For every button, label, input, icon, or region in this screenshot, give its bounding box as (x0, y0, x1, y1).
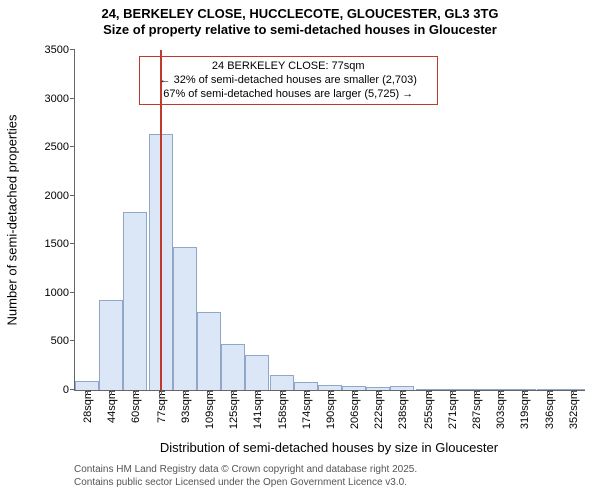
x-tick-label: 141sqm (250, 390, 264, 429)
bar (245, 355, 269, 390)
annotation-line3: 67% of semi-detached houses are larger (… (146, 88, 431, 102)
y-tick-label: 3500 (45, 44, 75, 56)
bar (197, 312, 221, 390)
y-tick-label: 1500 (45, 238, 75, 250)
x-tick-mark (378, 390, 379, 395)
x-tick-mark (111, 390, 112, 395)
chart-container: 24, BERKELEY CLOSE, HUCCLECOTE, GLOUCEST… (0, 0, 600, 500)
x-tick-mark (476, 390, 477, 395)
y-tick-mark (70, 98, 75, 99)
x-tick-mark (257, 390, 258, 395)
bar (221, 344, 245, 390)
chart-title-line1: 24, BERKELEY CLOSE, HUCCLECOTE, GLOUCEST… (0, 0, 600, 22)
x-tick-label: 287sqm (469, 390, 483, 429)
x-tick-mark (306, 390, 307, 395)
y-tick-mark (70, 49, 75, 50)
chart-title-line2: Size of property relative to semi-detach… (0, 22, 600, 38)
y-tick-label: 1000 (45, 287, 75, 299)
bar (99, 300, 123, 390)
x-tick-label: 206sqm (347, 390, 361, 429)
x-tick-mark (452, 390, 453, 395)
x-tick-label: 255sqm (421, 390, 435, 429)
y-tick-label: 0 (63, 384, 75, 396)
x-tick-mark (282, 390, 283, 395)
y-tick-mark (70, 243, 75, 244)
x-tick-label: 125sqm (226, 390, 240, 429)
y-tick-mark (70, 146, 75, 147)
x-tick-label: 190sqm (323, 390, 337, 429)
bar (123, 212, 147, 390)
bar (294, 382, 318, 390)
x-tick-label: 303sqm (493, 390, 507, 429)
y-tick-mark (70, 292, 75, 293)
x-tick-label: 109sqm (202, 390, 216, 429)
x-tick-mark (573, 390, 574, 395)
x-axis-label: Distribution of semi-detached houses by … (74, 440, 584, 455)
footer-line1: Contains HM Land Registry data © Crown c… (74, 464, 417, 477)
x-tick-label: 352sqm (566, 390, 580, 429)
annotation-box: 24 BERKELEY CLOSE: 77sqm ← 32% of semi-d… (139, 56, 438, 105)
y-tick-label: 500 (51, 335, 75, 347)
x-tick-mark (428, 390, 429, 395)
x-tick-mark (233, 390, 234, 395)
x-tick-label: 238sqm (395, 390, 409, 429)
x-tick-mark (87, 390, 88, 395)
x-tick-mark (135, 390, 136, 395)
x-tick-label: 336sqm (542, 390, 556, 429)
x-tick-mark (549, 390, 550, 395)
x-tick-mark (402, 390, 403, 395)
y-tick-mark (70, 340, 75, 341)
x-tick-mark (354, 390, 355, 395)
y-tick-label: 3000 (45, 93, 75, 105)
x-tick-label: 222sqm (371, 390, 385, 429)
x-tick-mark (161, 390, 162, 395)
bar (75, 381, 99, 390)
annotation-line1: 24 BERKELEY CLOSE: 77sqm (146, 60, 431, 74)
x-tick-label: 319sqm (517, 390, 531, 429)
x-tick-mark (209, 390, 210, 395)
y-tick-label: 2000 (45, 190, 75, 202)
x-tick-mark (330, 390, 331, 395)
plot-area: 24 BERKELEY CLOSE: 77sqm ← 32% of semi-d… (74, 50, 585, 391)
x-tick-label: 158sqm (275, 390, 289, 429)
bar (173, 247, 197, 390)
footer-line2: Contains public sector Licensed under th… (74, 477, 417, 490)
x-tick-label: 271sqm (445, 390, 459, 429)
x-tick-label: 174sqm (299, 390, 313, 429)
x-tick-mark (185, 390, 186, 395)
x-tick-mark (500, 390, 501, 395)
bar (270, 375, 294, 390)
y-tick-label: 2500 (45, 141, 75, 153)
y-tick-mark (70, 389, 75, 390)
y-axis-label: Number of semi-detached properties (5, 100, 20, 340)
x-tick-mark (524, 390, 525, 395)
annotation-line2: ← 32% of semi-detached houses are smalle… (146, 74, 431, 88)
y-tick-mark (70, 195, 75, 196)
footer: Contains HM Land Registry data © Crown c… (74, 464, 417, 489)
